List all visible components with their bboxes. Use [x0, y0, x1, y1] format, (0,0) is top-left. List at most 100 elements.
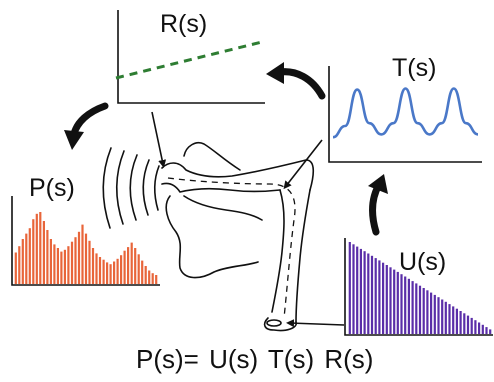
- vocal-tract-centerline: [167, 177, 296, 319]
- radiation-panel: [115, 10, 265, 104]
- radiation-axes: [117, 10, 265, 104]
- output-bar: [148, 270, 151, 284]
- output-bar: [98, 257, 102, 284]
- output-bar: [18, 246, 21, 284]
- sound-wave-2: [142, 159, 150, 216]
- output-bar: [53, 244, 56, 284]
- output-bar: [88, 240, 91, 284]
- output-plot: [14, 212, 158, 284]
- vocal-tract-lower-lip: [161, 182, 281, 193]
- output-bar: [137, 254, 140, 284]
- sound-wave-5: [102, 147, 112, 229]
- output-bar: [25, 233, 28, 284]
- output-bar: [77, 231, 81, 284]
- output-bar: [56, 248, 59, 284]
- source-bar: [370, 255, 374, 334]
- vocal-tract-pharynx-front: [271, 189, 285, 313]
- vocal-tract-pharynx-back: [295, 189, 311, 323]
- transfer-label: T(s): [392, 54, 437, 82]
- arrow-radiation-to-output-head: [64, 130, 84, 150]
- output-label: P(s): [29, 174, 75, 202]
- source-bar: [448, 304, 451, 334]
- flow-arrows: [64, 62, 388, 236]
- output-bar: [130, 242, 133, 284]
- radiation-label: R(s): [160, 10, 208, 38]
- source-bar: [433, 294, 436, 334]
- output-bar: [60, 251, 63, 284]
- output-bar: [141, 260, 144, 284]
- source-bar: [463, 313, 466, 334]
- output-bar: [74, 237, 77, 284]
- source-panel: [344, 238, 493, 336]
- pointer-radiation-to-lips: [151, 111, 167, 168]
- source-bar: [459, 311, 462, 334]
- source-bar: [470, 317, 473, 334]
- output-bar: [70, 241, 74, 284]
- source-bar: [437, 297, 440, 334]
- source-bar: [348, 242, 351, 334]
- source-bar: [404, 276, 407, 334]
- output-bar: [35, 213, 38, 284]
- source-label: U(s): [399, 248, 447, 276]
- transfer-panel: [328, 66, 482, 163]
- output-bar: [46, 230, 49, 284]
- sound-wave-1: [153, 165, 160, 211]
- source-bar: [441, 299, 444, 334]
- source-bar: [474, 320, 477, 334]
- output-bar: [91, 248, 95, 284]
- source-bar: [407, 278, 410, 334]
- source-bar: [430, 292, 433, 334]
- output-panel: [11, 196, 160, 286]
- source-bar: [382, 262, 385, 334]
- output-bar: [67, 246, 70, 284]
- source-bar: [389, 267, 392, 334]
- source-bar: [415, 283, 418, 334]
- vocal-tract-larynx: [263, 317, 297, 332]
- output-bar: [84, 233, 88, 284]
- sound-wave-4: [115, 150, 125, 225]
- arrow-transfer-to-radiation: [276, 68, 326, 100]
- vocal-tract-midline: [167, 177, 296, 319]
- output-bar: [144, 266, 147, 284]
- output-bar: [116, 258, 119, 284]
- model-equation: P(s)= U(s) T(s) R(s): [136, 344, 374, 374]
- source-bar: [426, 290, 429, 334]
- vocal-tract-jaw: [165, 195, 259, 279]
- output-bar: [155, 275, 158, 284]
- source-bar: [485, 327, 488, 334]
- output-bar: [123, 250, 126, 284]
- source-bar: [478, 322, 481, 334]
- transfer-curve: [332, 87, 479, 139]
- source-bar: [385, 265, 388, 334]
- arrow-radiation-to-output: [70, 102, 109, 138]
- output-bar: [42, 221, 45, 284]
- source-bar: [374, 258, 377, 334]
- source-bar: [418, 285, 422, 334]
- source-bar: [352, 244, 355, 334]
- output-bar: [134, 248, 137, 284]
- pointer-transfer-to-tract: [283, 139, 323, 190]
- source-bar: [481, 324, 484, 334]
- sound-wave-3: [129, 154, 138, 221]
- output-bar: [39, 212, 42, 284]
- source-bar: [444, 301, 447, 334]
- source-axes: [344, 238, 493, 336]
- source-bar: [393, 269, 396, 334]
- pointer-lines: [151, 111, 345, 328]
- output-bar: [49, 239, 52, 284]
- source-bar: [452, 306, 455, 334]
- source-bar: [356, 246, 359, 334]
- output-bar: [63, 249, 66, 284]
- pointer-source-to-glottis: [286, 319, 345, 328]
- source-bar: [489, 329, 492, 334]
- source-bar: [396, 271, 399, 334]
- source-bar: [400, 274, 403, 334]
- output-bar: [113, 261, 116, 284]
- output-bar: [151, 273, 154, 284]
- source-bar: [455, 308, 458, 334]
- vocal-tract: [161, 141, 315, 332]
- source-bar: [411, 281, 414, 334]
- output-bar: [95, 253, 98, 284]
- source-bar: [422, 288, 425, 334]
